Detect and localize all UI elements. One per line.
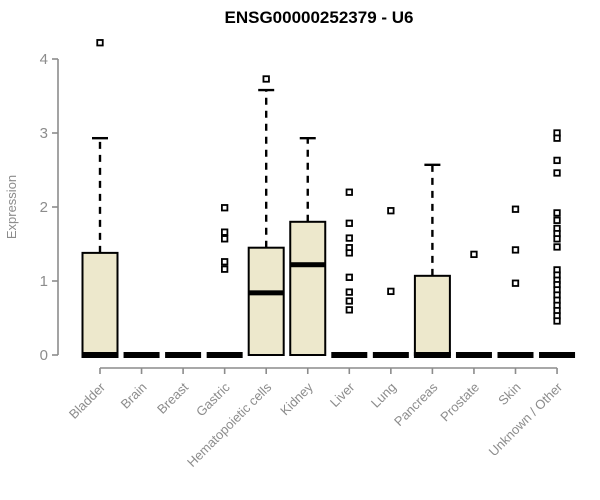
outlier-point: [345, 273, 353, 281]
box-group-bladder: [81, 39, 119, 358]
outlier-point: [387, 287, 395, 296]
median-line: [248, 290, 284, 296]
box-group-pancreas: [413, 163, 451, 358]
y-axis-label: Expression: [4, 174, 19, 240]
outlier-point: [345, 306, 353, 314]
x-tick-label: Prostate: [437, 380, 482, 425]
x-tick-label: Lung: [368, 380, 399, 411]
zero-box-bar: [206, 352, 243, 358]
outlier-point: [553, 235, 561, 243]
box-group-hematopoietic-cells: [247, 75, 285, 356]
zero-box-bar: [165, 352, 202, 358]
median-line: [81, 352, 119, 358]
x-tick-label: Liver: [327, 379, 358, 410]
outlier-point: [345, 219, 353, 227]
box-group-lung: [372, 207, 409, 358]
x-tick-label: Pancreas: [391, 379, 441, 429]
y-axis: 0 1 2 3 4: [40, 51, 59, 364]
x-tick-label: Unknown / Other: [486, 379, 566, 459]
y-tick-label: 2: [40, 199, 48, 216]
x-tick-label: Gastric: [193, 379, 233, 419]
outlier-point: [511, 246, 520, 254]
x-tick-label: Breast: [154, 379, 191, 416]
y-tick-label: 3: [40, 125, 48, 142]
outlier-point: [262, 75, 270, 83]
box-group-breast: [165, 352, 202, 358]
box-group-liver: [331, 188, 368, 358]
outlier-point: [511, 279, 520, 287]
outlier-point: [220, 204, 229, 212]
outlier-point: [345, 297, 353, 305]
zero-box-bar: [372, 352, 409, 358]
outlier-point: [345, 249, 353, 257]
x-tick-label: Kidney: [277, 379, 316, 418]
y-tick-label: 0: [40, 347, 48, 364]
box-rect: [81, 251, 119, 357]
outlier-point: [553, 156, 561, 165]
outlier-point: [220, 265, 229, 273]
outlier-point: [553, 243, 561, 251]
box-group-unknown-other: [539, 129, 576, 358]
outlier-point: [345, 288, 353, 296]
box-rect: [289, 220, 327, 356]
zero-box-bar: [497, 352, 534, 358]
outlier-point: [470, 250, 478, 259]
chart-title: ENSG00000252379 - U6: [224, 8, 414, 27]
outlier-point: [220, 235, 229, 243]
median-line: [290, 262, 326, 268]
outlier-point: [553, 317, 561, 325]
box-group-kidney: [289, 136, 327, 356]
median-line: [413, 352, 451, 358]
zero-box-bar: [331, 352, 368, 358]
outlier-point: [220, 258, 229, 266]
box-rect: [413, 274, 451, 357]
box-group-gastric: [206, 204, 243, 358]
y-tick-label: 1: [40, 273, 48, 290]
outlier-point: [96, 39, 104, 47]
outlier-point: [511, 205, 520, 213]
outlier-point: [553, 134, 561, 142]
outlier-point: [387, 207, 395, 215]
x-tick-label: Bladder: [66, 379, 109, 422]
x-tick-label: Brain: [118, 380, 150, 412]
zero-box-bar: [539, 352, 576, 358]
outlier-point: [553, 209, 561, 217]
x-tick-label: Skin: [495, 380, 523, 408]
outlier-point: [220, 228, 229, 236]
outlier-point: [553, 169, 561, 177]
box-rect: [247, 246, 285, 356]
outlier-point: [345, 188, 353, 196]
outlier-point: [553, 216, 561, 224]
box-group-brain: [123, 352, 160, 358]
box-group-skin: [497, 205, 534, 358]
outlier-point: [345, 234, 353, 242]
zero-box-bar: [455, 352, 492, 358]
y-tick-label: 4: [40, 51, 48, 68]
box-group-prostate: [455, 250, 492, 358]
zero-box-bar: [123, 352, 160, 358]
